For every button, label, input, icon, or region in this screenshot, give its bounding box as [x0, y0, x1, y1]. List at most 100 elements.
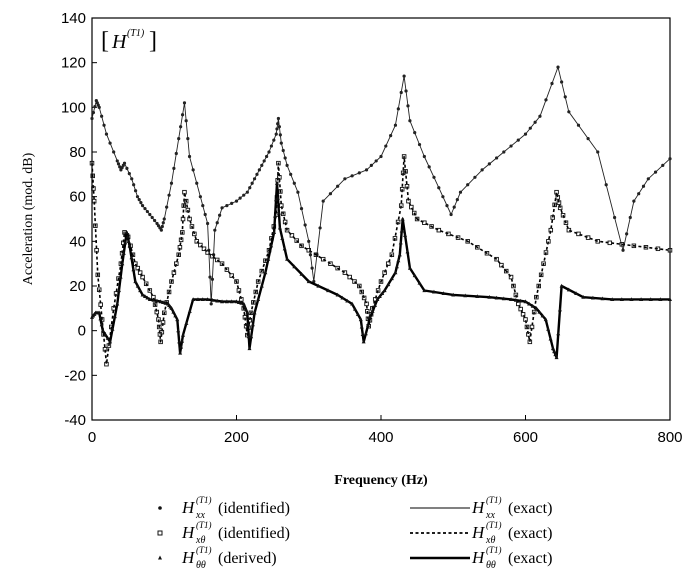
data-point-xtheta [465, 239, 470, 244]
data-point-xtheta [280, 211, 286, 217]
data-point-thetatheta [407, 265, 412, 270]
data-point-xtheta [543, 250, 549, 255]
data-point-thetatheta [177, 339, 182, 344]
data-point-thetatheta [363, 331, 368, 336]
data-point-xx [272, 138, 276, 142]
data-point-xtheta [229, 273, 234, 278]
data-point-xtheta [259, 268, 265, 274]
series-thetatheta [90, 181, 672, 360]
data-point-xtheta [152, 302, 158, 307]
data-point-xx [257, 168, 261, 172]
inset-label-bracket-close: ] [149, 28, 157, 54]
data-point-thetatheta [224, 299, 229, 304]
data-point-xx [210, 277, 215, 281]
data-point-thetatheta [550, 346, 555, 351]
data-point-xtheta [398, 203, 404, 208]
data-point-xx [97, 105, 101, 109]
data-point-thetatheta [229, 299, 234, 304]
inset-label-symbol: H [111, 31, 128, 53]
data-point-xtheta [299, 243, 304, 249]
data-point-xtheta [156, 317, 161, 322]
data-point-thetatheta [554, 355, 559, 360]
data-point-xx [357, 171, 361, 175]
data-point-xx [296, 190, 300, 194]
data-point-thetatheta [405, 249, 410, 254]
data-point-xx [422, 154, 426, 159]
data-point-xx [613, 215, 617, 220]
data-point-thetatheta [574, 291, 579, 296]
data-point-xx [502, 150, 506, 154]
data-point-xx [413, 131, 417, 135]
data-point-thetatheta [135, 283, 140, 288]
legend-marker-dot [158, 506, 162, 510]
data-point-thetatheta [250, 322, 255, 327]
data-point-thetatheta [120, 261, 125, 266]
data-point-thetatheta [110, 326, 115, 331]
data-point-xx [252, 177, 257, 181]
data-point-thetatheta [422, 288, 427, 293]
data-point-xtheta [404, 183, 410, 189]
data-point-thetatheta [195, 297, 200, 301]
data-point-xx [209, 302, 213, 306]
data-point-thetatheta [178, 350, 183, 355]
data-point-xtheta [277, 175, 282, 180]
data-point-thetatheta [282, 246, 287, 251]
data-point-thetatheta [145, 295, 150, 300]
data-point-xtheta [147, 288, 153, 293]
data-point-xx [289, 172, 293, 176]
data-point-thetatheta [350, 301, 355, 306]
data-point-xtheta [98, 302, 103, 307]
data-point-thetatheta [557, 307, 562, 312]
data-point-xx [556, 65, 560, 69]
data-point-xx [310, 266, 314, 270]
data-point-thetatheta [97, 310, 102, 315]
data-point-xx [195, 181, 199, 185]
data-point-thetatheta [129, 255, 134, 260]
data-point-thetatheta [530, 303, 535, 308]
data-point-xx [93, 104, 97, 109]
data-point-xx [276, 122, 280, 126]
data-point-thetatheta [108, 339, 113, 344]
data-point-thetatheta [386, 282, 391, 287]
data-point-thetatheta [277, 225, 282, 230]
data-point-xx [417, 142, 422, 147]
data-point-xtheta [536, 283, 541, 289]
data-point-thetatheta [451, 292, 456, 297]
data-point-xx [91, 110, 96, 115]
data-point-thetatheta [382, 288, 387, 293]
data-point-thetatheta [534, 306, 539, 310]
data-point-thetatheta [273, 197, 278, 202]
data-point-xtheta [552, 202, 557, 208]
data-point-xx [632, 199, 636, 203]
data-point-xx [318, 226, 322, 230]
data-point-thetatheta [543, 317, 548, 322]
data-point-xx [336, 184, 340, 188]
data-point-xx [169, 181, 174, 185]
data-point-xtheta [205, 250, 210, 255]
data-point-thetatheta [274, 181, 279, 185]
data-point-xtheta [276, 160, 281, 166]
legend-symbol: H [471, 523, 486, 542]
data-point-xtheta [189, 224, 195, 229]
data-point-xx [281, 148, 285, 153]
x-tick-label: 200 [224, 429, 249, 446]
data-point-xtheta [516, 301, 521, 307]
data-point-xx [230, 201, 234, 205]
data-point-thetatheta [619, 297, 624, 301]
data-point-xx [480, 168, 484, 172]
y-tick-label: -20 [64, 367, 86, 384]
data-point-xtheta [357, 283, 362, 289]
legend-symbol: H [471, 498, 486, 517]
data-point-thetatheta [142, 294, 147, 299]
legend-symbol: H [181, 523, 196, 542]
series-line-xx [91, 66, 671, 305]
data-point-thetatheta [118, 274, 123, 279]
data-point-thetatheta [215, 298, 220, 303]
data-point-xtheta [90, 173, 95, 179]
data-point-xx [167, 193, 171, 197]
data-point-xtheta [102, 347, 108, 352]
data-point-xx [160, 224, 164, 229]
data-point-xx [180, 113, 185, 117]
data-point-thetatheta [610, 297, 615, 301]
